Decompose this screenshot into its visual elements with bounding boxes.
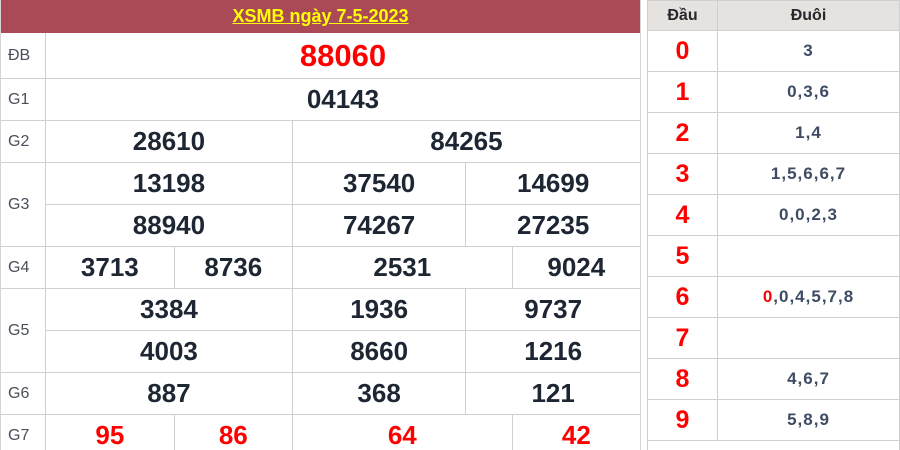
prize-label-g2: G2 <box>1 121 46 162</box>
dau-duoi-row-2: 2 1,4 <box>648 113 899 154</box>
prize-row-g6: G6 887 368 121 <box>1 373 640 415</box>
duoi-red-part: 0 <box>762 287 774 306</box>
dau-digit: 5 <box>648 236 718 276</box>
dau-duoi-row-8: 8 4,6,7 <box>648 359 899 400</box>
duoi-part: 1,5,6,6,7 <box>770 164 847 183</box>
duoi-header-label: Đuôi <box>790 6 827 24</box>
duoi-part: 0,0,2,3 <box>779 205 838 224</box>
duoi-values <box>718 236 899 276</box>
prize-value: 3384 <box>140 294 198 324</box>
prize-value: 42 <box>511 415 640 450</box>
duoi-values: 0,0,4,5,7,8 <box>718 277 899 317</box>
prize-value: 4003 <box>140 336 198 366</box>
prize-value: 88060 <box>299 37 387 73</box>
prize-label-db: ĐB <box>1 33 46 78</box>
prize-value: 121 <box>465 373 640 414</box>
dau-digit: 3 <box>648 154 718 194</box>
dau-digit: 2 <box>648 113 718 153</box>
duoi-values: 1,4 <box>718 113 899 153</box>
dau-duoi-row-9: 9 5,8,9 <box>648 400 899 441</box>
prize-value: 14699 <box>465 163 640 204</box>
duoi-part: 0,3,6 <box>787 82 830 101</box>
duoi-values <box>718 318 899 358</box>
duoi-part: 4,6,7 <box>787 369 830 388</box>
dau-duoi-row-5: 5 <box>648 236 899 277</box>
duoi-values: 5,8,9 <box>718 400 899 440</box>
prize-value: 04143 <box>306 84 380 114</box>
prize-row-g4: G4 3713 8736 2531 9024 <box>1 247 640 289</box>
prize-value: 9024 <box>511 247 640 288</box>
dau-duoi-row-4: 4 0,0,2,3 <box>648 195 899 236</box>
duoi-part: 3 <box>803 41 814 60</box>
dau-duoi-row-0: 0 3 <box>648 31 899 72</box>
dau-duoi-row-7: 7 <box>648 318 899 359</box>
dau-duoi-row-1: 1 0,3,6 <box>648 72 899 113</box>
prize-value: 9737 <box>465 289 640 330</box>
prize-value: 1216 <box>465 331 640 372</box>
prize-value: 27235 <box>465 205 640 246</box>
dau-digit: 8 <box>648 359 718 399</box>
prize-value: 8660 <box>291 331 465 372</box>
prize-value: 88940 <box>132 210 206 240</box>
dau-duoi-row-6: 6 0,0,4,5,7,8 <box>648 277 899 318</box>
prize-value: 95 <box>95 420 125 450</box>
results-title-link[interactable]: XSMB ngày 7-5-2023 <box>232 6 409 26</box>
dau-digit: 7 <box>648 318 718 358</box>
prize-row-g7: G7 95 86 64 42 <box>1 415 640 450</box>
prize-value: 2531 <box>291 247 512 288</box>
prize-label-g7: G7 <box>1 415 46 450</box>
prize-label-g4: G4 <box>1 247 46 288</box>
results-header-bar: XSMB ngày 7-5-2023 <box>1 0 640 33</box>
xsmb-results-table: XSMB ngày 7-5-2023 ĐB 88060 G1 04143 G2 … <box>0 0 641 450</box>
dau-duoi-header: Đầu Đuôi <box>648 1 899 31</box>
prize-value: 887 <box>147 378 191 408</box>
prize-row-g1: G1 04143 <box>1 79 640 121</box>
prize-value: 28610 <box>132 126 206 156</box>
dau-digit: 4 <box>648 195 718 235</box>
prize-value: 3713 <box>80 252 139 282</box>
prize-value: 13198 <box>132 168 206 198</box>
duoi-part: ,0,4,5,7,8 <box>773 287 855 306</box>
prize-label-g6: G6 <box>1 373 46 414</box>
duoi-part: 5,8,9 <box>787 410 830 429</box>
prize-value: 74267 <box>291 205 465 246</box>
prize-value: 64 <box>291 415 512 450</box>
prize-label-g1: G1 <box>1 79 46 120</box>
prize-row-g3: G3 13198 37540 14699 88940 74267 27235 <box>1 163 640 247</box>
prize-row-db: ĐB 88060 <box>1 33 640 79</box>
prize-value: 8736 <box>173 247 292 288</box>
duoi-values: 4,6,7 <box>718 359 899 399</box>
dau-digit: 6 <box>648 277 718 317</box>
prize-label-g5: G5 <box>1 289 46 372</box>
dau-digit: 1 <box>648 72 718 112</box>
prize-value: 37540 <box>291 163 465 204</box>
dau-digit: 9 <box>648 400 718 440</box>
duoi-values: 0,3,6 <box>718 72 899 112</box>
prize-row-g5: G5 3384 1936 9737 4003 8660 1216 <box>1 289 640 373</box>
dau-duoi-row-3: 3 1,5,6,6,7 <box>648 154 899 195</box>
prize-value: 368 <box>291 373 465 414</box>
prize-row-g2: G2 28610 84265 <box>1 121 640 163</box>
dau-digit: 0 <box>648 31 718 71</box>
duoi-part: 1,4 <box>795 123 822 142</box>
dau-header-label: Đầu <box>648 1 718 30</box>
duoi-values: 3 <box>718 31 899 71</box>
dau-duoi-table: Đầu Đuôi 0 3 1 0,3,6 2 1,4 3 1,5,6,6,7 4… <box>647 0 900 450</box>
prize-value: 1936 <box>291 289 465 330</box>
prize-value: 84265 <box>291 121 640 162</box>
duoi-values: 1,5,6,6,7 <box>718 154 899 194</box>
duoi-values: 0,0,2,3 <box>718 195 899 235</box>
prize-value: 86 <box>173 415 292 450</box>
prize-label-g3: G3 <box>1 163 46 246</box>
